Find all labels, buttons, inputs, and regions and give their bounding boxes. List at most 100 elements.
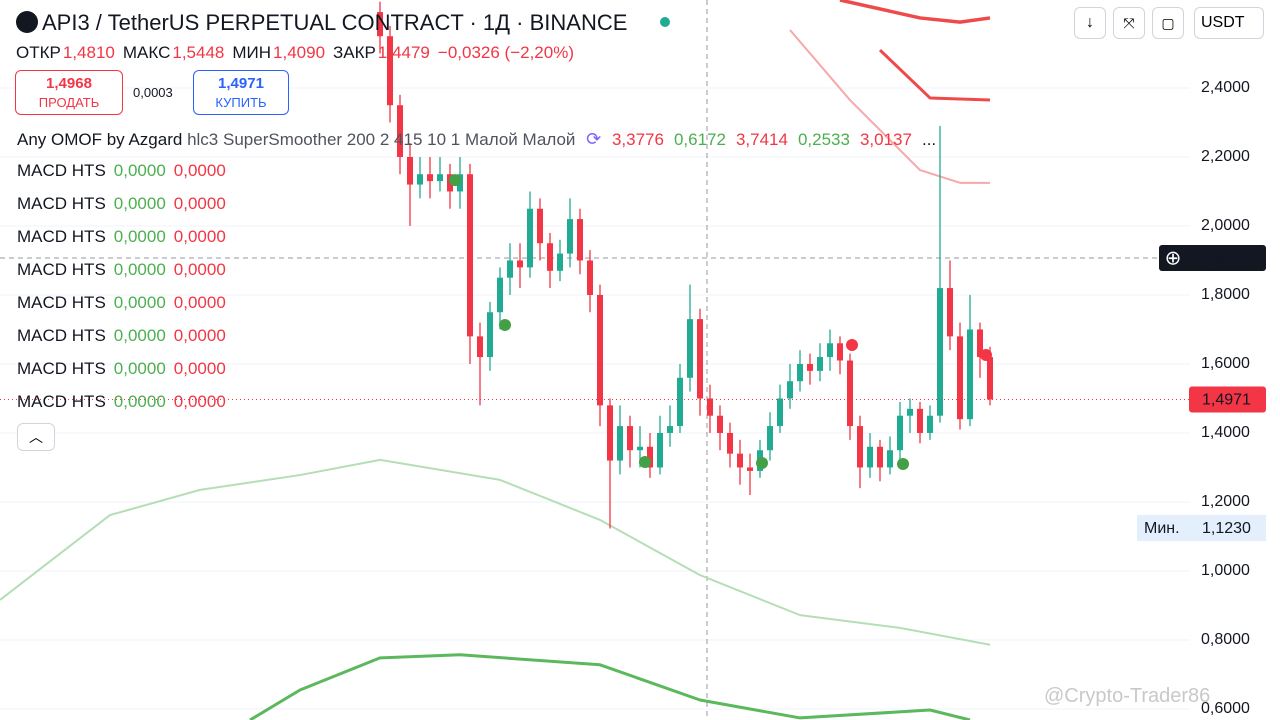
- ohlc-label: ЗАКР: [333, 43, 376, 62]
- macd-row: MACD HTS 0,0000 0,0000: [17, 359, 226, 379]
- candle-body: [727, 432, 733, 454]
- signal-dot: [639, 455, 651, 468]
- macd-name: MACD HTS: [17, 392, 106, 411]
- indicator-name: Any OMOF by Azgard: [17, 130, 183, 149]
- indicator-row: Any OMOF by Azgard hlc3 SuperSmoother 20…: [17, 129, 936, 150]
- macd-row: MACD HTS 0,0000 0,0000: [17, 392, 226, 412]
- candle-body: [647, 446, 653, 468]
- ohlc-value: 1,4090: [273, 43, 326, 62]
- refresh-icon[interactable]: ⟳: [586, 129, 602, 149]
- watermark: @Crypto-Trader86: [1044, 685, 1211, 707]
- candle-body: [477, 336, 483, 358]
- candle-body: [697, 319, 703, 399]
- macd-signal: 0,0000: [173, 326, 226, 345]
- indicator-value: 0,6172: [673, 130, 726, 149]
- macd-row: MACD HTS 0,0000 0,0000: [17, 326, 226, 346]
- macd-name: MACD HTS: [17, 359, 106, 378]
- indicator-value: 3,7414: [735, 130, 788, 149]
- macd-value: 0,0000: [113, 227, 166, 246]
- ohlc-value: 1,4479: [377, 43, 430, 62]
- collapse-button[interactable]: ︿: [17, 423, 55, 451]
- min-tag-bg: [1137, 515, 1266, 541]
- candle-body: [747, 467, 753, 471]
- candle-body: [627, 426, 633, 451]
- indicator-value: 0,2533: [797, 130, 850, 149]
- candle-body: [847, 360, 853, 427]
- macd-signal: 0,0000: [173, 227, 226, 246]
- candle-body: [857, 426, 863, 468]
- tool-fullscreen[interactable]: ▢: [1152, 7, 1184, 39]
- sell-price: 1,4968: [46, 75, 92, 92]
- candle-body: [707, 398, 713, 416]
- candle-body: [947, 288, 953, 337]
- candle-body: [977, 329, 983, 358]
- macd-name: MACD HTS: [17, 326, 106, 345]
- macd-row: MACD HTS 0,0000 0,0000: [17, 194, 226, 214]
- signal-dot: [449, 174, 461, 187]
- last-price-bg: [1189, 386, 1266, 413]
- candle-body: [927, 415, 933, 433]
- y-tick-label: 2,4000: [1201, 79, 1250, 96]
- macd-row: MACD HTS 0,0000 0,0000: [17, 161, 226, 181]
- ohlc-value: 1,4810: [62, 43, 115, 62]
- y-tick-label: 1,4000: [1201, 424, 1250, 441]
- candle-body: [607, 405, 613, 461]
- candle-body: [897, 415, 903, 451]
- tool-fit[interactable]: ⤧: [1113, 7, 1145, 39]
- candle-body: [497, 277, 503, 313]
- currency: USDT: [1201, 14, 1245, 31]
- macd-value: 0,0000: [113, 260, 166, 279]
- candle-body: [957, 336, 963, 420]
- candle-body: [527, 208, 533, 268]
- candle-body: [437, 174, 443, 182]
- crosshair-price-bg: [1159, 245, 1266, 272]
- macd-name: MACD HTS: [17, 293, 106, 312]
- spread: 0,0003: [133, 85, 173, 100]
- currency-select[interactable]: USDT: [1194, 7, 1264, 39]
- macd-value: 0,0000: [113, 359, 166, 378]
- candle-body: [407, 156, 413, 185]
- header: API3 / TetherUS PERPETUAL CONTRACT · 1Д …: [16, 10, 670, 36]
- buy-button[interactable]: 1,4971 КУПИТЬ: [193, 70, 289, 115]
- candle-body: [507, 260, 513, 278]
- macd-signal: 0,0000: [173, 359, 226, 378]
- sell-button[interactable]: 1,4968 ПРОДАТЬ: [15, 70, 123, 115]
- ohlc-row: ОТКР 1,4810 МАКС 1,5448 МИН 1,4090 ЗАКР 1,4479−…: [16, 43, 574, 63]
- change: −0,0326 (−2,20%): [437, 43, 574, 62]
- y-tick-label: 2,2000: [1201, 148, 1250, 165]
- min-price: 1,1230: [1202, 520, 1251, 537]
- candle-body: [547, 243, 553, 271]
- tool-down[interactable]: ↓: [1074, 7, 1106, 39]
- candle-body: [787, 381, 793, 399]
- y-tick-label: 1,8000: [1201, 286, 1250, 303]
- candle-body: [667, 426, 673, 433]
- ohlc-label: МИН: [232, 43, 272, 62]
- signal-dot: [499, 318, 511, 331]
- last-price: 1,4971: [1202, 392, 1251, 409]
- candle-body: [387, 36, 393, 106]
- candle-body: [417, 174, 423, 185]
- candle-body: [737, 453, 743, 468]
- y-tick-label: 0,8000: [1201, 631, 1250, 648]
- macd-row: MACD HTS 0,0000 0,0000: [17, 260, 226, 280]
- candle-body: [487, 312, 493, 358]
- indicator-more: ...: [921, 130, 937, 149]
- overlay-line: [789, 29, 990, 184]
- macd-value: 0,0000: [113, 194, 166, 213]
- y-tick-label: 0,6000: [1201, 700, 1250, 717]
- macd-row: MACD HTS 0,0000 0,0000: [17, 227, 226, 247]
- buy-price: 1,4971: [218, 75, 264, 92]
- macd-value: 0,0000: [113, 392, 166, 411]
- candle-body: [397, 105, 403, 157]
- candle-body: [637, 446, 643, 451]
- candle-body: [777, 398, 783, 427]
- chart-title: API3 / TetherUS PERPETUAL CONTRACT · 1Д …: [42, 10, 628, 35]
- macd-signal: 0,0000: [173, 392, 226, 411]
- ohlc-label: МАКС: [122, 43, 171, 62]
- candle-body: [687, 319, 693, 378]
- signal-dot: [897, 458, 909, 471]
- macd-signal: 0,0000: [173, 293, 226, 312]
- candle-body: [377, 12, 383, 37]
- candle-body: [887, 450, 893, 468]
